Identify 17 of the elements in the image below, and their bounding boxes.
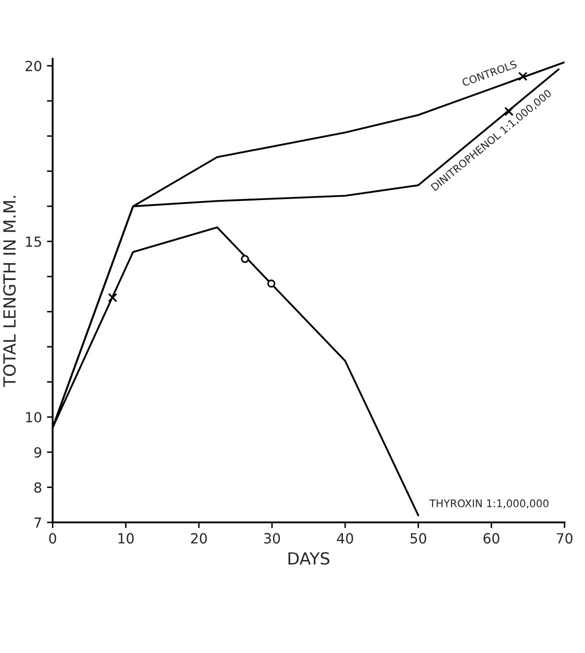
x-tick-label: 40 [336, 533, 354, 544]
x-tick-label: 10 [118, 533, 134, 544]
x-tick-label: 20 [191, 533, 207, 544]
x-tick-label: 60 [484, 533, 500, 544]
x-tick-label: 0 [49, 533, 56, 544]
x-tick-label: 70 [556, 533, 572, 544]
y-tick-label: 9 [34, 447, 42, 458]
x-axis-title: DAYS [288, 552, 330, 565]
y-tick-label: 20 [26, 60, 42, 72]
x-tick-label: 30 [264, 533, 280, 544]
y-tick-label: 8 [34, 482, 42, 493]
y-axis-title: TOTAL LENGTH IN M.M. [3, 196, 16, 388]
y-tick-label: 15 [26, 236, 42, 247]
series-label: THYROXIN 1:1,000,000 [429, 499, 548, 508]
y-tick-label: 7 [34, 518, 42, 528]
y-tick-label: 10 [26, 412, 42, 423]
x-tick-label: 50 [410, 533, 426, 544]
